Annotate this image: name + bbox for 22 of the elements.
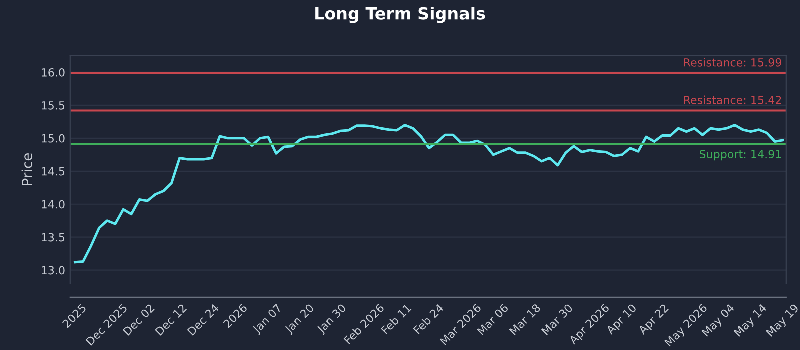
y-tick-label: 13.5: [42, 233, 65, 242]
y-axis-title: Price: [22, 154, 33, 186]
ref-line-label: Resistance: 15.99: [684, 58, 782, 67]
x-tick-label: Jan 07: [252, 304, 284, 336]
line-series: [74, 124, 784, 264]
ref-line-label: Resistance: 15.42: [684, 96, 782, 104]
x-tick-label: Mar 18: [509, 304, 542, 336]
y-tick-label: 16.0: [42, 68, 65, 77]
y-tick-label: 13.0: [42, 266, 65, 275]
x-tick-label: Jan 30: [316, 304, 348, 336]
y-tick-label: 15.0: [42, 134, 65, 143]
ref-line-label: Support: 14.91: [700, 150, 782, 161]
x-tick-label: Mar 30: [541, 304, 574, 336]
x-tick-label: Apr 22: [638, 304, 671, 337]
x-tick-label: Dec 24: [187, 304, 220, 336]
x-tick-label: Jan 20: [284, 304, 316, 336]
x-tick-label: Dec 12: [155, 304, 188, 336]
chart-title: Long Term Signals: [316, 7, 486, 24]
y-tick-label: 15.5: [42, 102, 65, 110]
y-tick-label: 14.0: [42, 200, 65, 209]
x-tick-label: Feb 24: [412, 303, 444, 335]
y-tick-label: 14.5: [42, 168, 65, 176]
